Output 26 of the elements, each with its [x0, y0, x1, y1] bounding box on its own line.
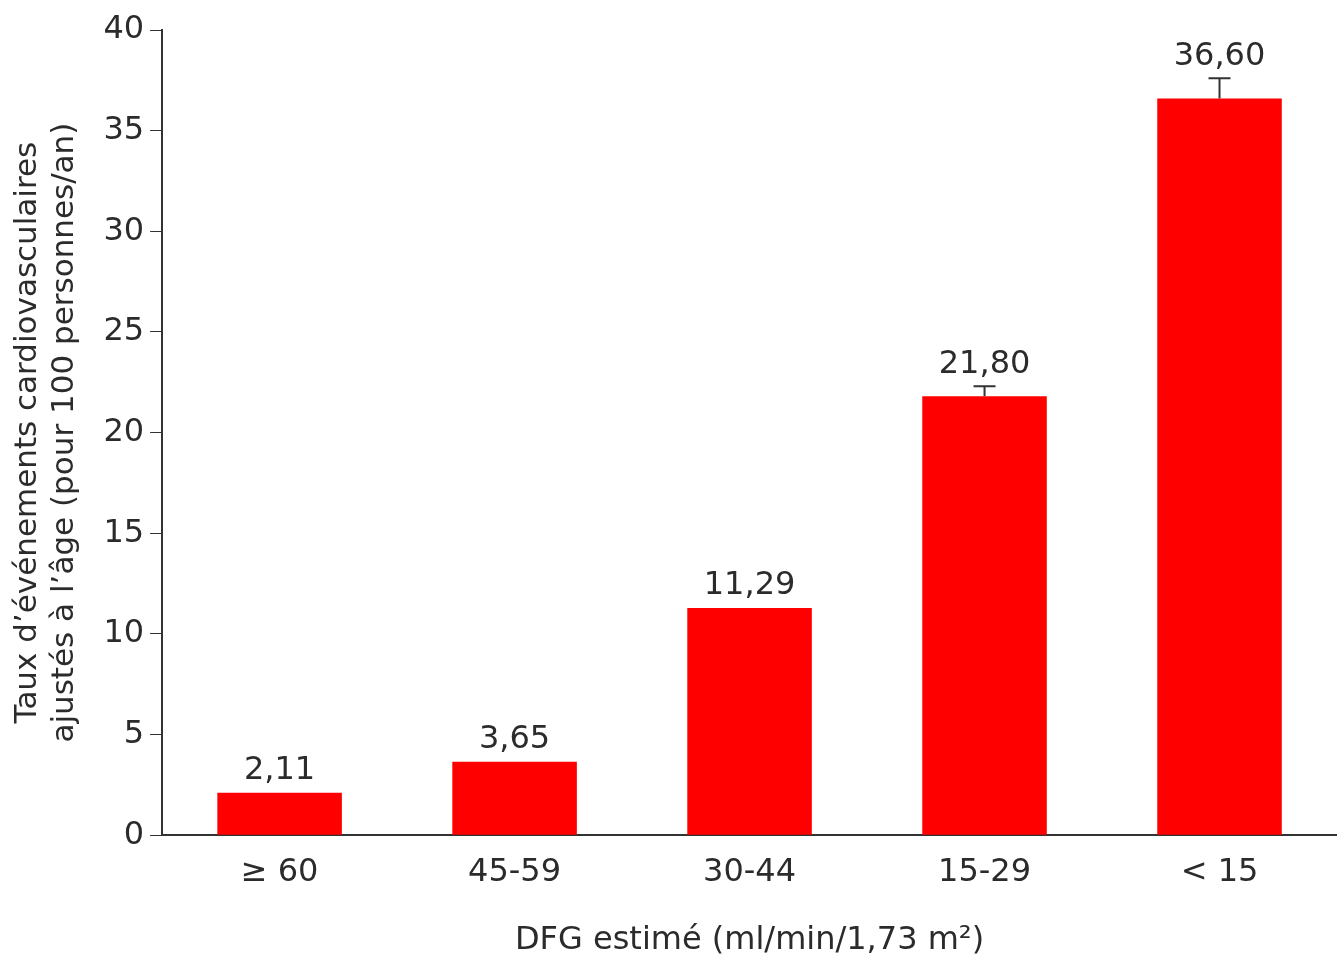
bar — [687, 607, 812, 835]
data-label: 3,65 — [478, 718, 551, 757]
x-tick-label: 30-44 — [703, 850, 797, 889]
x-tick-label: < 15 — [1180, 850, 1259, 889]
y-tick-label: 0 — [123, 813, 145, 852]
y-tick-label: 35 — [103, 108, 145, 147]
bar — [452, 761, 577, 835]
bar — [1157, 98, 1282, 835]
y-tick-label: 10 — [103, 612, 145, 651]
data-label: 21,80 — [938, 342, 1031, 381]
y-tick-label: 20 — [103, 410, 145, 449]
y-axis-title: Taux d’événements cardiovasculaires ajustés à l’âge (pour 100 personnes/an) — [6, 122, 80, 743]
y-tick-label: 15 — [103, 511, 145, 550]
data-label: 36,60 — [1173, 34, 1266, 73]
y-tick-label: 30 — [103, 209, 145, 248]
x-tick-label: 45-59 — [468, 850, 562, 889]
bar — [217, 792, 342, 835]
x-tick-label: ≥ 60 — [240, 850, 319, 889]
x-tick-label: 15-29 — [938, 850, 1032, 889]
y-tick-label: 5 — [123, 712, 145, 751]
bar — [922, 396, 1047, 835]
y-tick-label: 25 — [103, 310, 145, 349]
y-tick-label: 40 — [103, 8, 145, 47]
data-label: 2,11 — [243, 749, 316, 788]
data-label: 11,29 — [703, 564, 796, 603]
x-axis-title: DFG estimé (ml/min/1,73 m²) — [514, 919, 985, 958]
